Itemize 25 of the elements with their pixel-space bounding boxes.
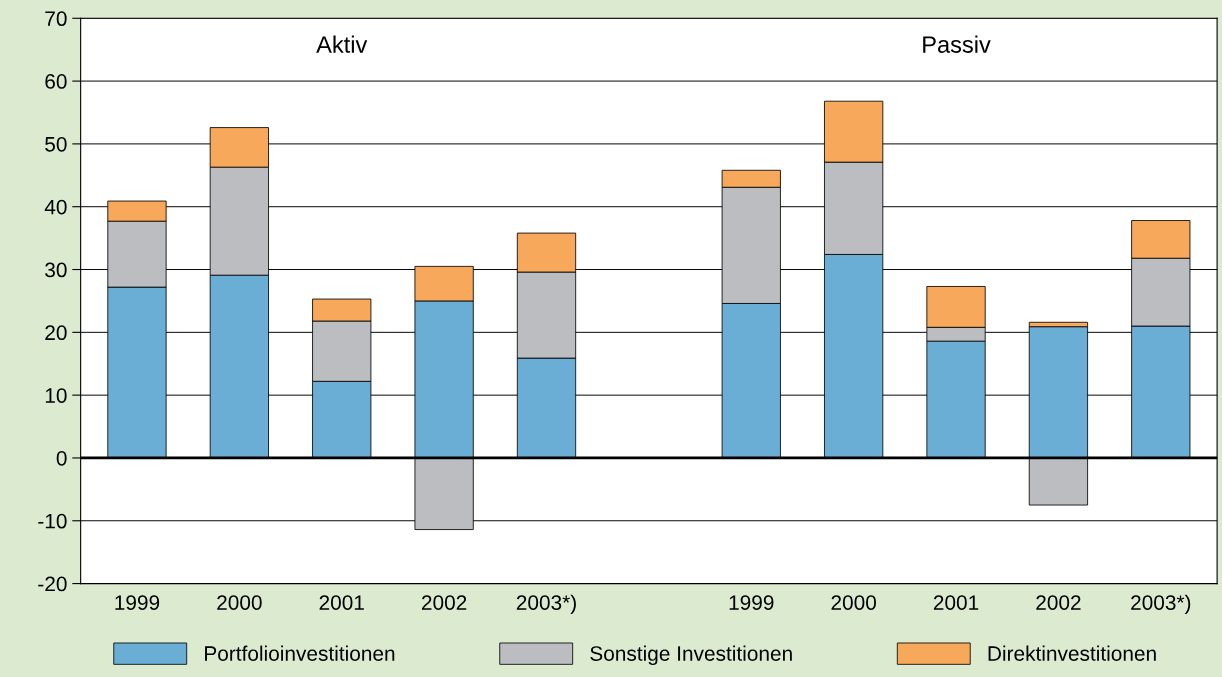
y-tick-label: 50 bbox=[45, 136, 67, 152]
x-tick-label: 2002 bbox=[421, 595, 467, 610]
y-tick-label: -10 bbox=[38, 513, 67, 529]
y-tick-label: 0 bbox=[56, 450, 67, 466]
y-tick-label: 60 bbox=[45, 74, 67, 89]
y-tick-label: -20 bbox=[38, 576, 67, 592]
x-tick-label: 1999 bbox=[115, 595, 160, 610]
y-tick-label: 30 bbox=[45, 262, 67, 278]
annotation: Aktiv bbox=[316, 35, 368, 53]
y-tick-label: 10 bbox=[45, 388, 67, 403]
x-tick-label: 1999 bbox=[729, 595, 774, 610]
x-tick-label: 2000 bbox=[831, 595, 877, 610]
x-tick-label: 2001 bbox=[933, 595, 979, 610]
x-tick-label: 2001 bbox=[319, 595, 364, 610]
x-tick-label: 2003*) bbox=[516, 594, 576, 615]
annotation: Passiv bbox=[923, 35, 991, 53]
x-tick-label: 2003*) bbox=[1131, 594, 1191, 615]
legend-label: Portfolioinvestitionen bbox=[205, 645, 395, 661]
y-tick-label: 40 bbox=[44, 199, 67, 215]
y-tick-label: 20 bbox=[45, 325, 67, 341]
x-tick-label: 2000 bbox=[217, 595, 262, 610]
x-tick-label: 2002 bbox=[1036, 595, 1081, 610]
y-tick-label: 70 bbox=[45, 11, 67, 27]
legend-label: Direktinvestitionen bbox=[988, 645, 1156, 661]
legend-label: Sonstige Investitionen bbox=[590, 645, 792, 666]
